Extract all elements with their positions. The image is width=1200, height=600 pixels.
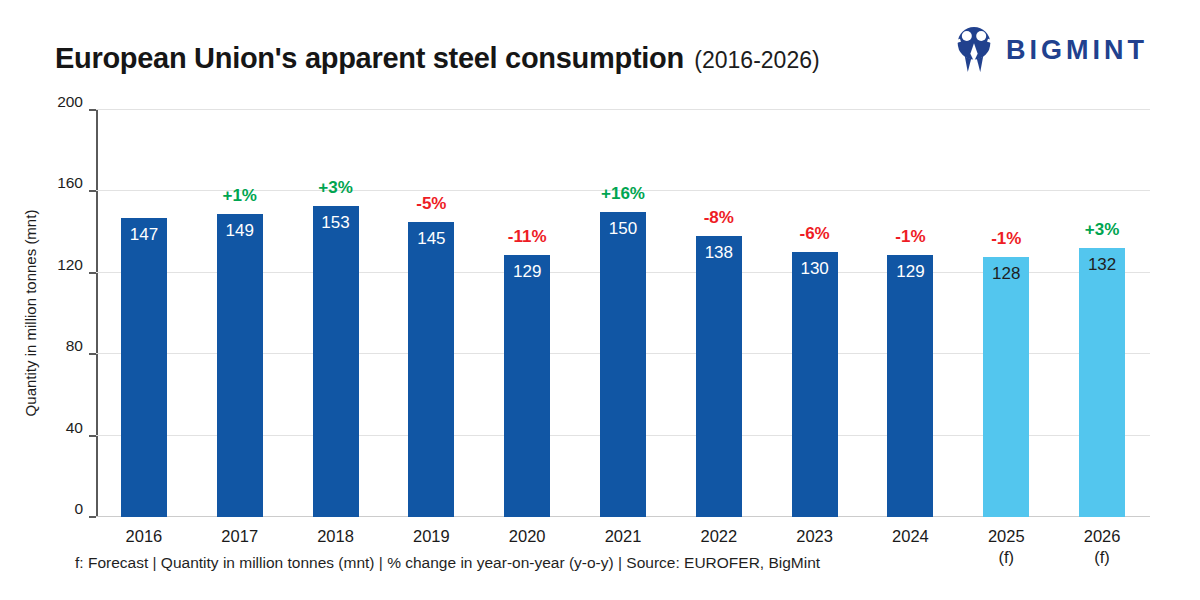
chart-canvas: European Union's apparent steel consumpt… [0, 0, 1200, 600]
bar-value-label: 150 [600, 219, 646, 239]
bar-2026: 132 [1079, 248, 1125, 517]
pct-change-label: -8% [704, 208, 734, 228]
bar-value-label: 129 [887, 262, 933, 282]
x-axis-label-2024: 2024 [863, 526, 959, 547]
bar-2022: 138 [696, 236, 742, 517]
x-axis-label-2021: 2021 [575, 526, 671, 547]
pct-change-label: +1% [222, 186, 257, 206]
x-axis-label-2016: 2016 [96, 526, 192, 547]
x-axis-label-2020: 2020 [479, 526, 575, 547]
pct-change-label: +16% [601, 184, 645, 204]
brand-logo: BIGMINT [951, 22, 1148, 78]
bar-slot-2018: 153+3%2018 [288, 110, 384, 517]
x-axis-sublabel: (f) [958, 547, 1054, 568]
bigmint-logo-icon [951, 22, 997, 78]
y-tick-label-40: 40 [66, 419, 83, 437]
bar-slot-2025: 128-1%2025(f) [958, 110, 1054, 517]
bar-2020: 129 [504, 255, 550, 518]
x-axis-label-2018: 2018 [288, 526, 384, 547]
bar-value-label: 145 [408, 229, 454, 249]
plot-area: 040801201602001472016149+1%2017153+3%201… [96, 110, 1150, 517]
bar-slot-2021: 150+16%2021 [575, 110, 671, 517]
y-tick-label-200: 200 [57, 93, 83, 111]
y-tick-200 [89, 109, 96, 111]
x-axis-label-2023: 2023 [767, 526, 863, 547]
bar-value-label: 149 [217, 221, 263, 241]
bar-slot-2020: 129-11%2020 [479, 110, 575, 517]
y-tick-120 [89, 272, 96, 274]
bar-value-label: 129 [504, 262, 550, 282]
pct-change-label: -11% [508, 227, 547, 247]
chart-title: European Union's apparent steel consumpt… [55, 42, 684, 74]
bar-2017: 149 [217, 214, 263, 517]
y-tick-40 [89, 435, 96, 437]
pct-change-label: -1% [895, 227, 925, 247]
page-title: European Union's apparent steel consumpt… [55, 42, 820, 75]
y-axis-title: Quantity in million tonnes (mnt) [22, 210, 39, 417]
bar-2016: 147 [121, 218, 167, 517]
bar-2023: 130 [792, 252, 838, 517]
pct-change-label: +3% [1085, 220, 1120, 240]
chart-title-period: (2016-2026) [694, 47, 819, 73]
bar-value-label: 132 [1079, 255, 1125, 275]
y-tick-80 [89, 353, 96, 355]
x-axis-label-2022: 2022 [671, 526, 767, 547]
pct-change-label: -5% [416, 194, 446, 214]
bar-2021: 150 [600, 212, 646, 517]
bar-value-label: 147 [121, 225, 167, 245]
bar-slot-2017: 149+1%2017 [192, 110, 288, 517]
bar-2025: 128 [983, 257, 1029, 517]
y-tick-0 [89, 516, 96, 518]
bar-2019: 145 [408, 222, 454, 517]
bar-slot-2026: 132+3%2026(f) [1054, 110, 1150, 517]
bar-2024: 129 [887, 255, 933, 518]
y-tick-160 [89, 190, 96, 192]
y-tick-label-0: 0 [74, 500, 83, 518]
pct-change-label: -6% [800, 224, 830, 244]
y-tick-label-160: 160 [57, 174, 83, 192]
bar-value-label: 130 [792, 259, 838, 279]
bar-value-label: 128 [983, 264, 1029, 284]
bar-2018: 153 [313, 206, 359, 517]
pct-change-label: +3% [318, 178, 353, 198]
bar-value-label: 153 [313, 213, 359, 233]
bar-slot-2016: 1472016 [96, 110, 192, 517]
brand-name: BIGMINT [1006, 35, 1148, 66]
x-axis-label-2019: 2019 [383, 526, 479, 547]
bar-slot-2019: 145-5%2019 [383, 110, 479, 517]
y-tick-label-80: 80 [66, 337, 83, 355]
bar-value-label: 138 [696, 243, 742, 263]
x-axis-label-2017: 2017 [192, 526, 288, 547]
bar-slot-2023: 130-6%2023 [767, 110, 863, 517]
y-tick-label-120: 120 [57, 256, 83, 274]
pct-change-label: -1% [991, 229, 1021, 249]
bar-slot-2022: 138-8%2022 [671, 110, 767, 517]
bar-slot-2024: 129-1%2024 [863, 110, 959, 517]
x-axis-label-2026: 2026(f) [1054, 526, 1150, 567]
x-axis-label-2025: 2025(f) [958, 526, 1054, 567]
footer-note: f: Forecast | Quantity in million tonnes… [75, 554, 820, 572]
x-axis-sublabel: (f) [1054, 547, 1150, 568]
